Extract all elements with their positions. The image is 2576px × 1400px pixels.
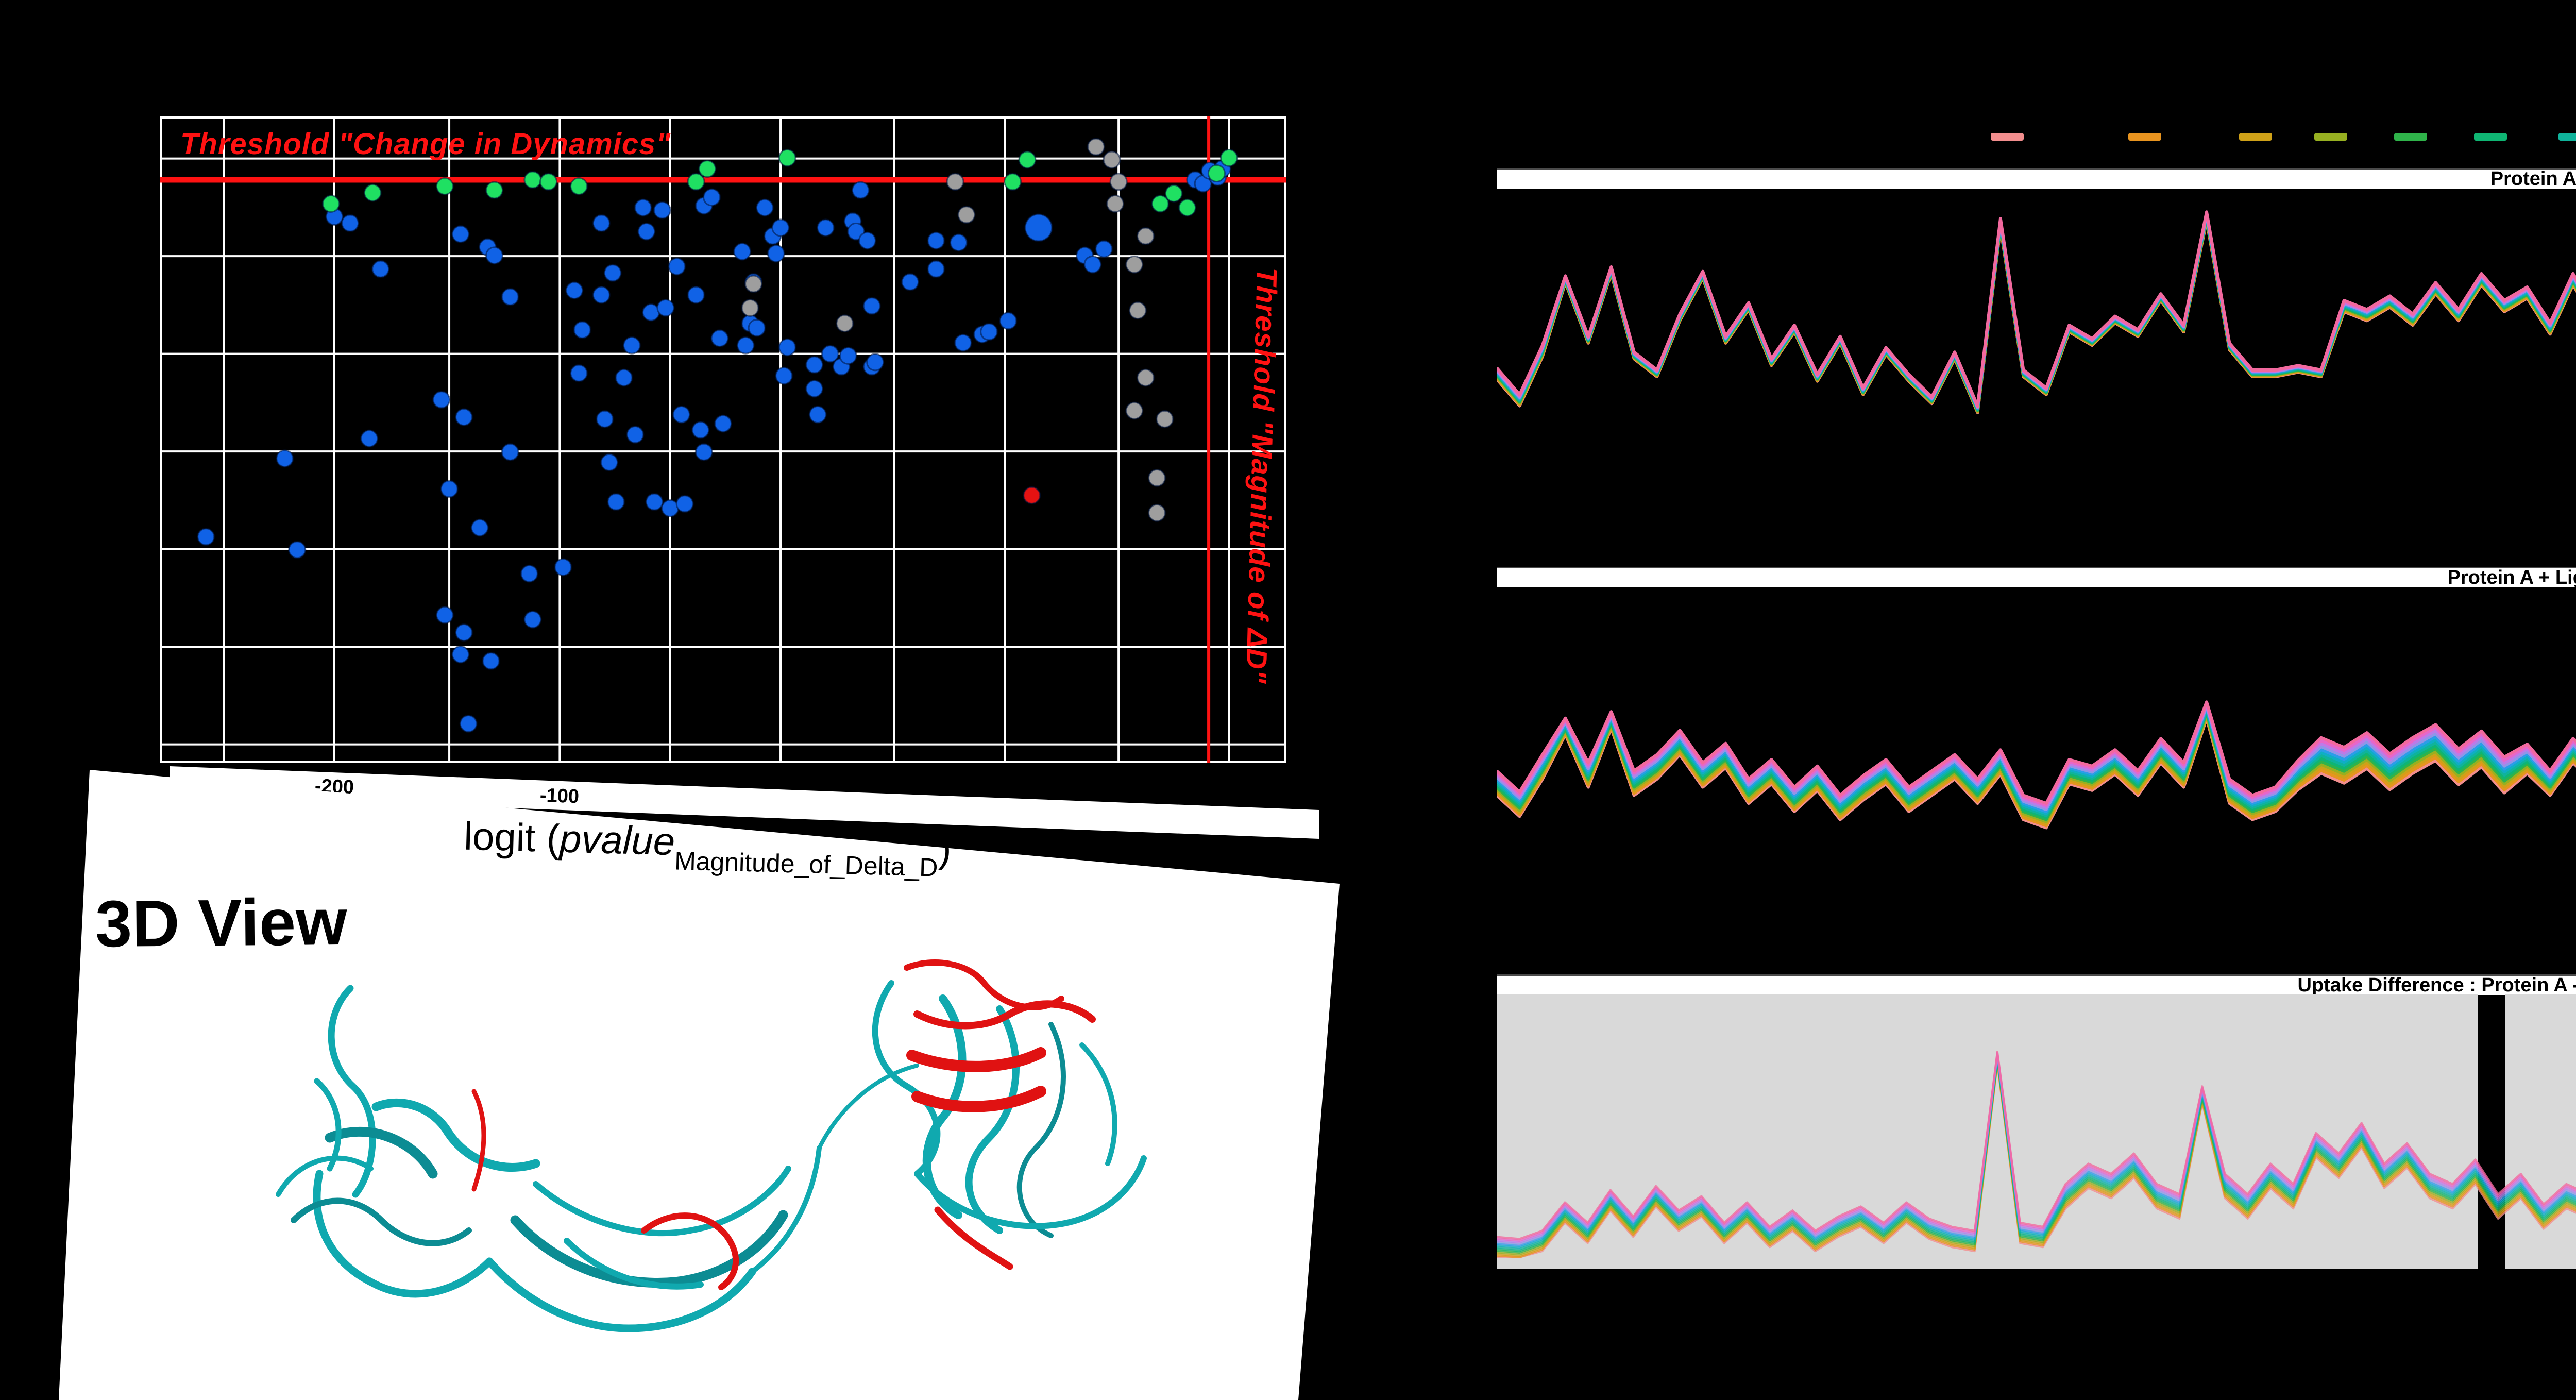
uptake-chart-protein-a[interactable] [1497, 191, 2576, 479]
threshold-dynamics-label: Threshold "Change in Dynamics" [180, 127, 671, 161]
legend-swatch-timepoint-6[interactable] [2474, 133, 2507, 141]
legend-swatch-timepoint-7[interactable] [2558, 133, 2576, 141]
volcano-canvas[interactable] [160, 116, 1286, 763]
uptake-chart-protein-a-ligand[interactable] [1497, 654, 2576, 871]
panel-title-uptake-difference: Uptake Difference : Protein A - (Protein… [1497, 974, 2576, 996]
viewer-3d-heading: 3D View [95, 885, 348, 962]
panel-title-text: Protein A + Ligand [2447, 567, 2576, 588]
panel-title-protein-a-ligand: Protein A + Ligand [1497, 567, 2576, 588]
legend-swatch-timepoint-2[interactable] [2128, 133, 2161, 141]
axis-title-post: ) [938, 826, 952, 871]
panel-title-text: Protein A [2490, 168, 2576, 190]
panel-title-protein-a: Protein A [1497, 168, 2576, 190]
axis-title-sub: Magnitude_of_Delta_D [674, 846, 939, 882]
legend-swatch-timepoint-4[interactable] [2314, 133, 2347, 141]
volcano-x-axis-title: logit (pvalueMagnitude_of_Delta_D) [463, 814, 952, 883]
legend-swatch-timepoint-5[interactable] [2394, 133, 2427, 141]
panel-title-text: Uptake Difference : Protein A - (Protein… [2297, 974, 2576, 996]
axis-title-pvalue: pvalue [559, 817, 676, 864]
x-tick--100: -100 [539, 784, 580, 808]
protein-ribbon[interactable] [247, 952, 1283, 1400]
uptake-difference-chart[interactable] [1497, 997, 2576, 1270]
axis-title-pre: logit ( [463, 814, 561, 861]
legend-swatch-timepoint-3[interactable] [2239, 133, 2272, 141]
volcano-plot[interactable] [160, 116, 1286, 763]
legend-swatch-timepoint-1[interactable] [1991, 133, 2024, 141]
